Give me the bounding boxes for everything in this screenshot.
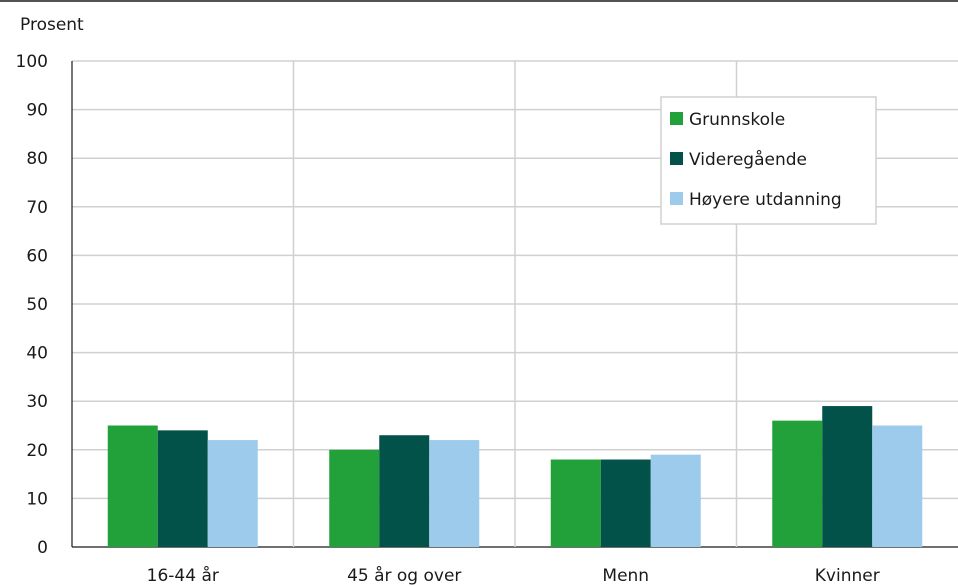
bar (550, 459, 601, 547)
y-tick-label: 100 (16, 52, 48, 72)
y-tick-label: 10 (26, 489, 48, 509)
y-tick-label: 70 (26, 198, 48, 218)
legend-swatch (670, 112, 683, 125)
bar (429, 440, 480, 547)
bar (872, 425, 923, 547)
y-tick-label: 50 (26, 295, 48, 315)
legend-box (660, 96, 877, 225)
legend-swatch (670, 152, 683, 165)
bar (107, 425, 158, 547)
y-tick-label: 30 (26, 392, 48, 412)
x-category-label: 16-44 år (147, 565, 219, 586)
y-tick-label: 90 (26, 101, 48, 121)
legend: Grunnskole Videregående Høyere utdanning (660, 96, 877, 225)
bar (600, 459, 651, 547)
y-tick-label: 0 (37, 538, 48, 558)
y-axis-unit-label: Prosent (20, 15, 84, 35)
x-category-label: Kvinner (815, 566, 880, 586)
bar (157, 430, 208, 547)
legend-label: Høyere utdanning (689, 190, 842, 210)
x-category-label: 45 år og over (347, 565, 461, 586)
bar (822, 406, 873, 547)
y-tick-label: 80 (26, 149, 48, 169)
bar (772, 420, 823, 547)
y-tick-label: 40 (26, 344, 48, 364)
bars (107, 406, 923, 547)
bar (379, 435, 430, 547)
y-tick-label: 20 (26, 441, 48, 461)
bar (329, 449, 380, 547)
legend-label: Videregående (689, 149, 807, 170)
y-tick-label: 60 (26, 246, 48, 266)
x-axis-labels: 16-44 år 45 år og over Menn Kvinner (147, 565, 880, 586)
bar (207, 440, 258, 547)
legend-label: Grunnskole (689, 110, 785, 130)
y-axis-ticks: 0 10 20 30 40 50 60 70 80 90 100 (16, 52, 48, 558)
legend-swatch (670, 192, 683, 205)
bar (650, 454, 701, 547)
x-category-label: Menn (602, 566, 649, 586)
